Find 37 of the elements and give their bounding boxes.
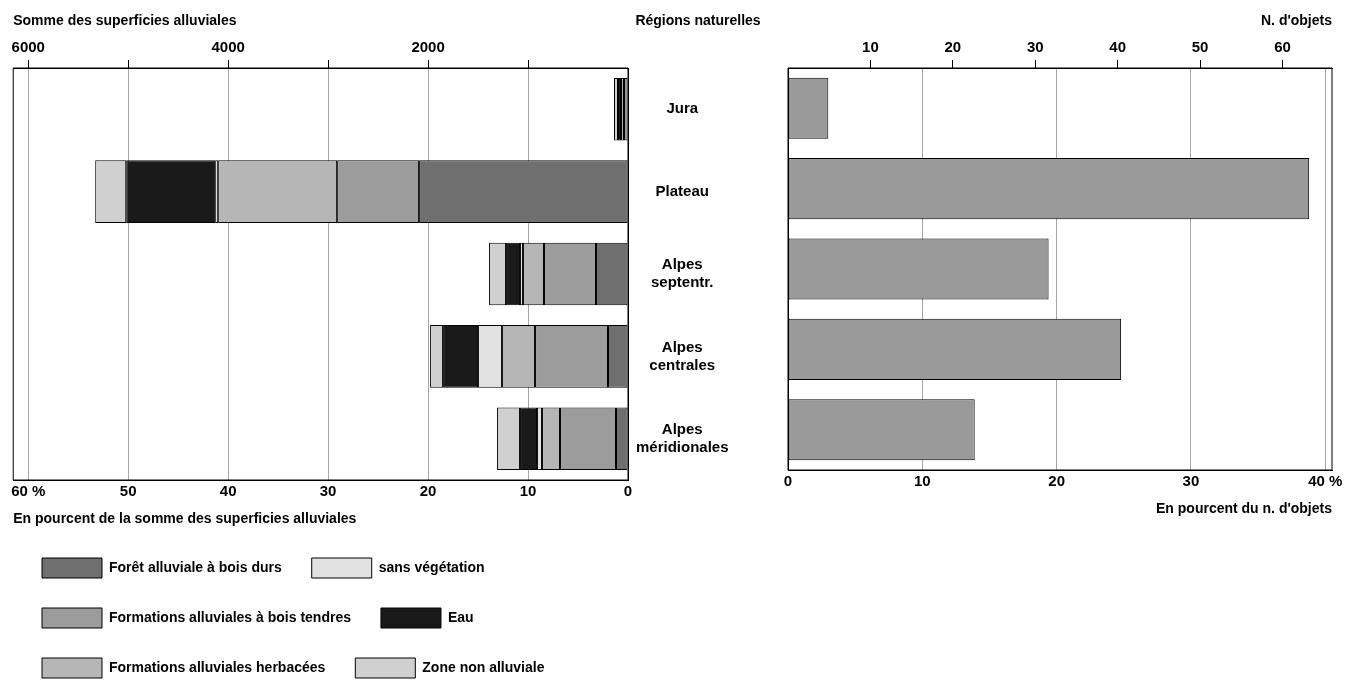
- x-tick-label: 10: [519, 482, 537, 500]
- x-axis-title: En pourcent du n. d'objets: [1156, 499, 1333, 516]
- x2-tick-label: 4000: [211, 38, 245, 56]
- x2-tick-label: 60: [1274, 38, 1291, 56]
- x2-tick-label: 20: [944, 38, 962, 56]
- y-tick-label: Alpes méridionales: [635, 419, 729, 455]
- x-tick-label: 30: [1182, 472, 1200, 490]
- x2-tick-label: 40: [1109, 38, 1127, 56]
- y-tick-label: Alpes septentr.: [651, 255, 714, 291]
- legend-label: Formations alluviales herbacées: [109, 658, 326, 675]
- x-tick-label: 40: [219, 482, 237, 500]
- y-tick-label: Alpes centrales: [649, 337, 716, 373]
- y-axis-title: Régions naturelles: [635, 11, 761, 28]
- x-tick-label: 0: [623, 482, 633, 500]
- x-axis-title: En pourcent de la somme des superficies alluviales: [13, 509, 357, 526]
- y-tick-label: Plateau: [655, 181, 709, 199]
- legend-label: Zone non alluviale: [422, 658, 545, 675]
- x2-tick-label: 6000: [11, 38, 45, 56]
- x-tick-label: 0: [783, 472, 793, 490]
- x-tick-label: 40 %: [1308, 472, 1343, 490]
- legend-label: Formations alluviales à bois tendres: [109, 608, 352, 625]
- x2-axis-title: Somme des superficies alluviales: [13, 11, 237, 28]
- y-tick-label: Jura: [666, 99, 699, 117]
- x-tick-label: 50: [119, 482, 137, 500]
- x-tick-label: 30: [319, 482, 337, 500]
- x-tick-label: 10: [913, 472, 931, 490]
- x2-tick-label: 50: [1191, 38, 1209, 56]
- x2-tick-label: 2000: [411, 38, 445, 56]
- x-tick-label: 20: [419, 482, 437, 500]
- x-tick-label: 60 %: [11, 482, 46, 500]
- legend-label: Forêt alluviale à bois durs: [109, 558, 282, 575]
- x2-axis-title: N. d'objets: [1261, 11, 1333, 28]
- x2-tick-label: 10: [862, 38, 879, 56]
- legend-label: sans végétation: [378, 558, 485, 575]
- x-tick-label: 20: [1048, 472, 1065, 490]
- x2-tick-label: 30: [1026, 38, 1044, 56]
- legend-label: Eau: [447, 608, 474, 625]
